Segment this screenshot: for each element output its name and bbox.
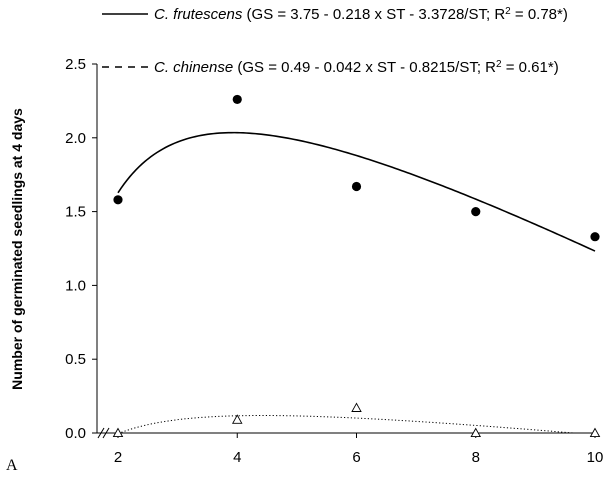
data-point-frutescens <box>471 207 481 217</box>
axis-break-mark <box>97 427 110 439</box>
data-point-chinense <box>470 427 482 438</box>
fit-curves <box>117 131 596 434</box>
data-point-frutescens <box>590 232 600 242</box>
data-point-frutescens <box>232 94 242 105</box>
y-tick-label: 0.0 <box>65 425 86 442</box>
y-tick-label: 2.0 <box>65 130 86 147</box>
panel-label: A <box>6 457 18 474</box>
x-tick-label: 4 <box>233 449 241 466</box>
data-point-chinense <box>589 427 601 438</box>
fit-curve-chinense <box>117 415 595 434</box>
legend-entry-chinense: C. chinense (GS = 0.49 - 0.042 x ST - 0.… <box>154 59 559 77</box>
data-point-chinense <box>112 427 124 438</box>
x-tick-label: 6 <box>352 449 360 466</box>
x-ticks: 2 4 6 8 10 <box>114 433 604 466</box>
data-point-frutescens <box>351 181 362 192</box>
legend: C. frutescens (GS = 3.75 - 0.218 x ST - … <box>102 6 568 77</box>
data-point-chinense <box>231 414 243 424</box>
data-points <box>112 94 601 438</box>
x-tick-label: 8 <box>472 449 480 466</box>
fit-curve-frutescens <box>117 131 596 252</box>
data-point-frutescens <box>113 195 123 205</box>
y-tick-label: 0.5 <box>65 351 86 368</box>
y-axis-title: Number of germinated seedlings at 4 days <box>9 108 25 390</box>
y-tick-label: 1.0 <box>65 277 86 294</box>
y-tick-label: 1.5 <box>65 204 86 221</box>
x-tick-label: 10 <box>587 449 604 466</box>
legend-name-frutescens: C. frutescens <box>154 6 243 23</box>
data-point-chinense <box>351 402 362 412</box>
legend-name-chinense: C. chinense <box>154 59 233 76</box>
y-ticks: 0.0 0.5 1.0 1.5 2.0 2.5 <box>65 56 97 442</box>
y-tick-label: 2.5 <box>65 56 86 73</box>
legend-entry-frutescens: C. frutescens (GS = 3.75 - 0.218 x ST - … <box>154 6 568 24</box>
x-tick-label: 2 <box>114 449 122 466</box>
